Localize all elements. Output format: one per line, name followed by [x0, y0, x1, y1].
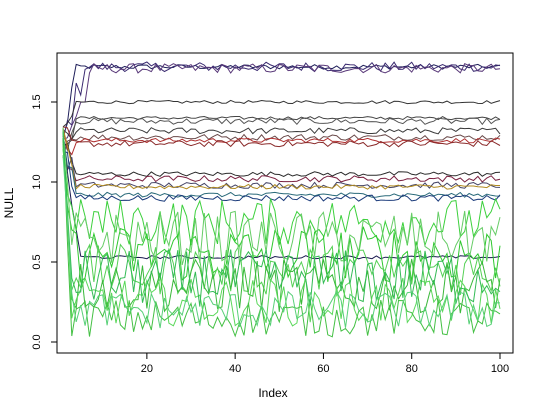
series-line [62, 127, 501, 266]
series-line [62, 133, 501, 198]
series-line [62, 145, 501, 327]
series-line [62, 99, 501, 128]
x-tick-label: 80 [406, 363, 418, 375]
y-axis: 0.0 0.5 1.0 1.5 [31, 94, 57, 350]
series-line [62, 149, 501, 247]
x-axis: 20 40 60 80 100 [141, 353, 509, 375]
series-line [62, 133, 501, 159]
series-line [62, 127, 501, 141]
series-layer [62, 61, 501, 338]
series-line [62, 141, 501, 314]
series-line [62, 142, 501, 177]
series-line [62, 140, 501, 183]
series-line [62, 61, 501, 140]
plot-frame [56, 52, 514, 354]
series-line [62, 131, 501, 307]
y-tick-label: 0.5 [31, 254, 43, 269]
y-tick-label: 0.0 [31, 334, 43, 349]
series-line [62, 151, 501, 202]
x-tick-label: 100 [491, 363, 509, 375]
series-line [62, 117, 501, 152]
series-line [62, 129, 501, 338]
x-tick-label: 60 [317, 363, 329, 375]
series-line [62, 63, 501, 140]
y-tick-label: 1.0 [31, 174, 43, 189]
y-axis-label: NULL [2, 187, 16, 218]
y-tick-label: 1.5 [31, 94, 43, 109]
x-tick-label: 40 [229, 363, 241, 375]
series-line [62, 155, 501, 329]
series-line [62, 128, 501, 156]
series-line [62, 144, 501, 297]
series-line [62, 126, 501, 148]
x-axis-label: Index [258, 386, 287, 400]
x-tick-label: 20 [141, 363, 153, 375]
series-line [62, 127, 500, 190]
